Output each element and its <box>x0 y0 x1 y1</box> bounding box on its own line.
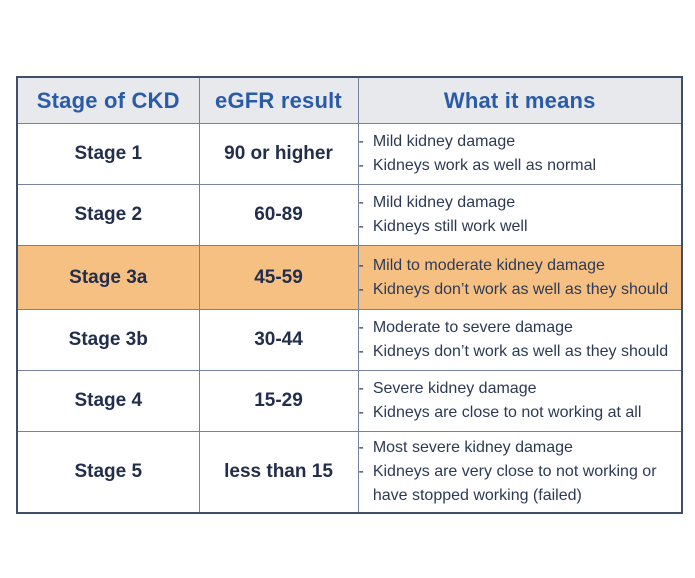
meaning-text: Moderate to severe damage <box>372 319 573 336</box>
bullet-dash: - <box>358 194 364 211</box>
meaning-bullet-line: - Moderate to severe damage <box>359 316 682 340</box>
bullet-dash: - <box>358 280 364 298</box>
meaning-text: Mild to moderate kidney damage <box>372 256 605 274</box>
table-row: Stage 3b 30-44 - Moderate to severe damag… <box>16 309 683 371</box>
meaning-cell: - Moderate to severe damage - Kidneys don’t… <box>357 309 683 371</box>
egfr-cell: 90 or higher <box>198 123 359 185</box>
table-row: Stage 4 15-29 - Severe kidney damage - Kidn… <box>16 370 683 432</box>
stage-cell: Stage 1 <box>16 123 200 185</box>
column-header-meaning: What it means <box>357 76 683 124</box>
meaning-bullet-line: - Severe kidney damage <box>359 377 682 401</box>
meaning-text: Mild kidney damage <box>372 194 516 211</box>
bullet-dash: - <box>358 439 364 456</box>
column-header-stage: Stage of CKD <box>16 76 200 124</box>
bullet-dash: - <box>358 463 364 480</box>
meaning-text: Kidneys are very close to not working or… <box>372 463 657 504</box>
bullet-dash: - <box>358 133 364 150</box>
meaning-cell: - Mild kidney damage - Kidneys work as well… <box>357 123 683 185</box>
table-row: Stage 5 less than 15 - Most severe kidney… <box>16 431 683 514</box>
ckd-stages-table: Stage of CKD eGFR result What it means S… <box>16 76 683 514</box>
meaning-text: Most severe kidney damage <box>372 439 573 456</box>
egfr-cell: 60-89 <box>198 184 359 246</box>
table-row: Stage 3a 45-59 - Mild to moderate kidney … <box>16 245 683 310</box>
stage-cell: Stage 4 <box>16 370 200 432</box>
stage-cell: Stage 3a <box>16 245 200 310</box>
bullet-dash: - <box>358 404 364 421</box>
meaning-cell: - Mild to moderate kidney damage - Kidneys … <box>357 245 683 310</box>
meaning-text: Kidneys work as well as normal <box>372 157 597 174</box>
table-row: Stage 2 60-89 - Mild kidney damage - Kidney… <box>16 184 683 246</box>
meaning-bullet-line: - Mild kidney damage <box>359 191 682 215</box>
bullet-dash: - <box>358 319 364 336</box>
meaning-bullet-line: - Mild kidney damage <box>359 130 682 154</box>
meaning-text: Kidneys still work well <box>372 218 528 235</box>
table-row: Stage 1 90 or higher - Mild kidney damage… <box>16 123 683 185</box>
meaning-text: Kidneys are close to not working at all <box>372 404 642 421</box>
meaning-bullet-line: - Mild to moderate kidney damage <box>359 254 682 278</box>
egfr-cell: 30-44 <box>198 309 359 371</box>
meaning-bullet-line: - Most severe kidney damage <box>359 436 682 460</box>
meaning-bullet-line: - Kidneys work as well as normal <box>359 154 682 178</box>
meaning-bullet-line: - Kidneys still work well <box>359 215 682 239</box>
meaning-cell: - Severe kidney damage - Kidneys are close … <box>357 370 683 432</box>
bullet-dash: - <box>358 157 364 174</box>
meaning-text: Kidneys don’t work as well as they shoul… <box>372 343 669 360</box>
meaning-bullet-line: - Kidneys don’t work as well as they shou… <box>359 278 682 302</box>
meaning-cell: - Mild kidney damage - Kidneys still work w… <box>357 184 683 246</box>
meaning-cell: - Most severe kidney damage - Kidneys are v… <box>357 431 683 514</box>
meaning-text: Kidneys don’t work as well as they shoul… <box>372 280 669 298</box>
column-header-egfr: eGFR result <box>198 76 359 124</box>
meaning-text: Severe kidney damage <box>372 380 537 397</box>
bullet-dash: - <box>358 380 364 397</box>
stage-cell: Stage 3b <box>16 309 200 371</box>
egfr-cell: 45-59 <box>198 245 359 310</box>
meaning-bullet-line: - Kidneys are very close to not working o… <box>359 460 682 508</box>
meaning-text: Mild kidney damage <box>372 133 516 150</box>
bullet-dash: - <box>358 218 364 235</box>
stage-cell: Stage 2 <box>16 184 200 246</box>
bullet-dash: - <box>358 256 364 274</box>
stage-cell: Stage 5 <box>16 431 200 514</box>
bullet-dash: - <box>358 343 364 360</box>
egfr-cell: less than 15 <box>198 431 359 514</box>
table-header-row: Stage of CKD eGFR result What it means <box>16 76 683 124</box>
meaning-bullet-line: - Kidneys are close to not working at all <box>359 401 682 425</box>
meaning-bullet-line: - Kidneys don’t work as well as they shou… <box>359 340 682 364</box>
egfr-cell: 15-29 <box>198 370 359 432</box>
